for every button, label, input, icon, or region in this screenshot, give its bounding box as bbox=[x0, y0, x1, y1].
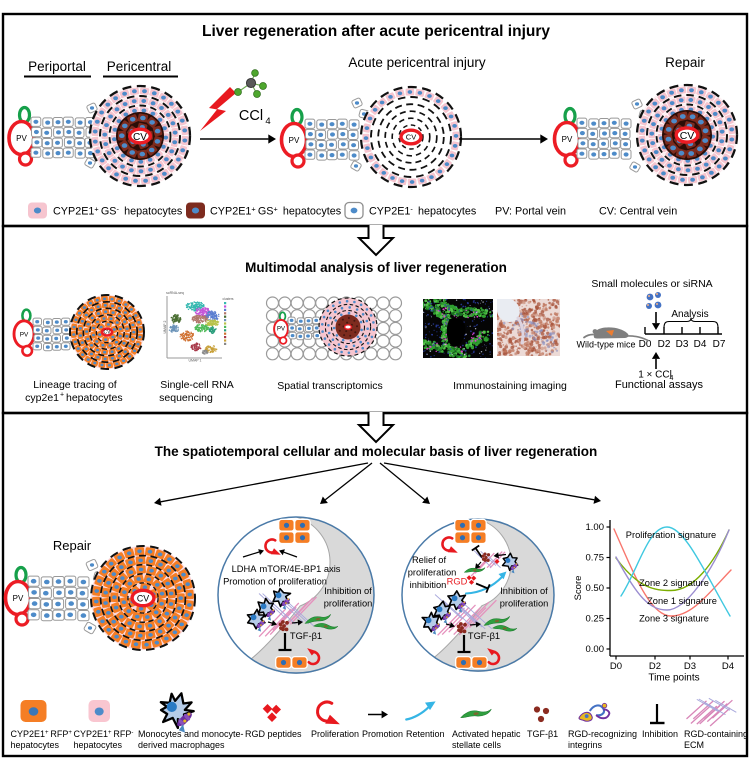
svg-text:Functional assays: Functional assays bbox=[615, 379, 704, 391]
svg-text:Score: Score bbox=[573, 576, 584, 601]
svg-text:CV: CV bbox=[104, 330, 112, 336]
svg-text:Pericentral: Pericentral bbox=[107, 59, 172, 74]
svg-text:Retention: Retention bbox=[406, 729, 445, 739]
svg-text:Promotion of proliferation: Promotion of proliferation bbox=[223, 577, 327, 587]
svg-text:CCl: CCl bbox=[239, 108, 263, 124]
svg-text:1.00: 1.00 bbox=[586, 522, 605, 533]
svg-text:4: 4 bbox=[265, 116, 270, 127]
svg-text:PV: PV bbox=[13, 594, 24, 603]
svg-text:scRNA-seq: scRNA-seq bbox=[166, 291, 184, 295]
svg-text:D0: D0 bbox=[610, 661, 622, 672]
svg-text:Inhibition: Inhibition bbox=[642, 729, 678, 739]
svg-text:CYP2E1+ RFP+: CYP2E1+ RFP+ bbox=[11, 729, 74, 739]
svg-text:Immunostaining imaging: Immunostaining imaging bbox=[453, 380, 567, 392]
svg-text:0.50: 0.50 bbox=[586, 583, 605, 594]
svg-text:PV: PV bbox=[562, 135, 573, 144]
svg-text:Lineage tracing of: Lineage tracing of bbox=[33, 379, 117, 391]
svg-text:TGF-β1: TGF-β1 bbox=[290, 631, 322, 641]
svg-text:CV: Central vein: CV: Central vein bbox=[599, 206, 677, 218]
svg-text:0.75: 0.75 bbox=[586, 553, 605, 564]
svg-text:Liver regeneration after acute: Liver regeneration after acute pericentr… bbox=[202, 23, 550, 40]
svg-text:ECM: ECM bbox=[684, 740, 704, 750]
svg-text:Multimodal analysis of liver r: Multimodal analysis of liver regeneratio… bbox=[245, 260, 507, 275]
svg-text:Wild-type mice: Wild-type mice bbox=[576, 340, 635, 350]
svg-text:inhibition: inhibition bbox=[410, 580, 447, 590]
svg-text:Repair: Repair bbox=[53, 538, 92, 553]
svg-text:TGF-β1: TGF-β1 bbox=[527, 729, 558, 739]
svg-text:PV: PV bbox=[16, 134, 27, 143]
svg-text:derived macrophages: derived macrophages bbox=[138, 740, 225, 750]
svg-text:CYP2E1+ GS+ hepatocytes: CYP2E1+ GS+ hepatocytes bbox=[210, 204, 342, 217]
svg-text:hepatocytes: hepatocytes bbox=[11, 740, 60, 750]
svg-text:D7: D7 bbox=[713, 339, 726, 350]
svg-text:CV: CV bbox=[680, 130, 695, 142]
svg-text:+: + bbox=[60, 392, 64, 399]
svg-text:hepatocytes: hepatocytes bbox=[74, 740, 123, 750]
svg-text:0.00: 0.00 bbox=[586, 644, 605, 655]
svg-text:PV: PV bbox=[20, 331, 29, 338]
svg-text:Single-cell RNA: Single-cell RNA bbox=[160, 379, 234, 391]
svg-text:D4: D4 bbox=[722, 661, 734, 672]
svg-text:TGF-β1: TGF-β1 bbox=[468, 631, 500, 641]
svg-text:Time points: Time points bbox=[648, 673, 699, 684]
svg-text:Acute pericentral injury: Acute pericentral injury bbox=[348, 55, 486, 70]
svg-text:RGD-recognizing: RGD-recognizing bbox=[568, 729, 637, 739]
svg-text:Small molecules or siRNA: Small molecules or siRNA bbox=[591, 278, 712, 290]
svg-text:Promotion: Promotion bbox=[362, 729, 403, 739]
svg-text:0.25: 0.25 bbox=[586, 614, 605, 625]
svg-text:sequencing: sequencing bbox=[159, 392, 213, 404]
svg-text:Zone 1 signature: Zone 1 signature bbox=[647, 596, 717, 606]
svg-text:PV: PV bbox=[289, 136, 300, 145]
svg-text:D2: D2 bbox=[658, 339, 671, 350]
svg-text:stellate cells: stellate cells bbox=[452, 740, 502, 750]
svg-text:integrins: integrins bbox=[568, 740, 603, 750]
svg-text:1 × CCl: 1 × CCl bbox=[638, 370, 672, 381]
svg-text:Spatial transcriptomics: Spatial transcriptomics bbox=[277, 380, 383, 392]
svg-text:CV: CV bbox=[133, 132, 147, 143]
svg-text:PV: Portal vein: PV: Portal vein bbox=[495, 206, 566, 218]
svg-text:RGD: RGD bbox=[447, 577, 468, 587]
svg-text:LDHA: LDHA bbox=[232, 564, 258, 574]
svg-text:clusters: clusters bbox=[223, 297, 234, 301]
svg-text:D2: D2 bbox=[649, 661, 661, 672]
svg-text:mTOR/4E-BP1 axis: mTOR/4E-BP1 axis bbox=[260, 564, 341, 574]
svg-text:D3: D3 bbox=[684, 661, 696, 672]
svg-text:Repair: Repair bbox=[665, 55, 705, 70]
svg-text:cyp2e1: cyp2e1 bbox=[25, 392, 59, 404]
svg-text:UMAP 2: UMAP 2 bbox=[163, 320, 167, 333]
svg-text:The spatiotemporal cellular an: The spatiotemporal cellular and molecula… bbox=[155, 444, 598, 459]
svg-text:CV: CV bbox=[406, 133, 416, 142]
svg-text:D3: D3 bbox=[676, 339, 689, 350]
svg-text:Activated hepatic: Activated hepatic bbox=[452, 729, 521, 739]
svg-text:Zone 3 signature: Zone 3 signature bbox=[639, 614, 709, 624]
svg-text:CYP2E1+ GS- hepatocytes: CYP2E1+ GS- hepatocytes bbox=[53, 204, 183, 217]
svg-text:PV: PV bbox=[277, 327, 285, 333]
svg-text:RGD-containing: RGD-containing bbox=[684, 729, 748, 739]
svg-text:D4: D4 bbox=[694, 339, 707, 350]
svg-text:Analysis: Analysis bbox=[671, 309, 708, 320]
svg-text:RGD peptides: RGD peptides bbox=[245, 729, 302, 739]
svg-text:Monocytes and monocyte-: Monocytes and monocyte- bbox=[138, 729, 244, 739]
svg-text:Proliferation signature: Proliferation signature bbox=[626, 530, 716, 540]
svg-text:Inhibition of: Inhibition of bbox=[324, 586, 372, 596]
svg-text:CYP2E1- hepatocytes: CYP2E1- hepatocytes bbox=[369, 204, 477, 217]
svg-text:hepatocytes: hepatocytes bbox=[66, 392, 123, 404]
svg-text:proliferation: proliferation bbox=[500, 599, 549, 609]
svg-text:Periportal: Periportal bbox=[28, 59, 86, 74]
svg-text:Relief of: Relief of bbox=[412, 555, 447, 565]
svg-text:Zone 2 signature: Zone 2 signature bbox=[639, 578, 709, 588]
svg-text:CYP2E1+ RFP-: CYP2E1+ RFP- bbox=[74, 729, 136, 739]
svg-text:UMAP 1: UMAP 1 bbox=[189, 359, 202, 363]
svg-text:proliferation: proliferation bbox=[324, 599, 373, 609]
svg-text:4: 4 bbox=[670, 375, 674, 382]
svg-text:CV: CV bbox=[137, 593, 149, 603]
svg-text:proliferation: proliferation bbox=[408, 568, 457, 578]
svg-text:Proliferation: Proliferation bbox=[311, 729, 359, 739]
svg-text:Inhibition of: Inhibition of bbox=[500, 586, 548, 596]
svg-text:D0: D0 bbox=[639, 339, 652, 350]
